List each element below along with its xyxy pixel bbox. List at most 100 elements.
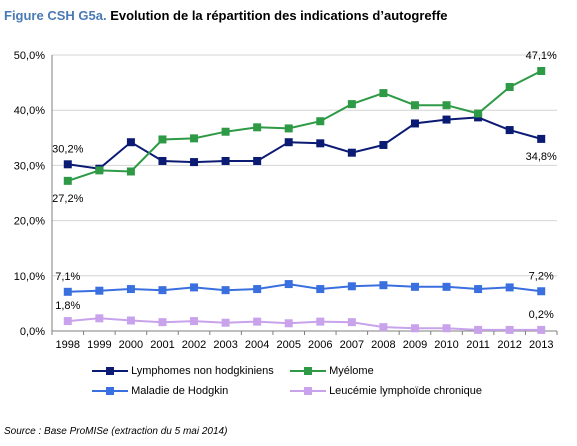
data-point [190,134,199,143]
legend-item-lymphomes: Lymphomes non hodgkiniens [92,365,274,377]
data-point [505,126,514,135]
data-point [505,83,514,92]
data-point [347,100,356,109]
data-point [347,318,356,327]
data-label: 0,2% [529,309,554,321]
legend-marker-lymphomes [92,367,128,376]
data-point [284,124,293,133]
legend-marker-hodgkin [92,387,128,396]
data-point [410,282,419,291]
figure-title-text: Evolution de la répartition des indicati… [110,8,448,23]
data-point [379,323,388,332]
chart-title: Figure CSH G5a. Evolution de la répartit… [4,8,448,23]
data-point [537,287,546,296]
data-point [284,138,293,147]
series-line-1 [67,70,542,182]
x-tick-label: 2011 [466,339,490,351]
data-point [316,317,325,326]
legend-item-myelome: Myélome [290,365,374,377]
legend-marker-llc [290,387,326,396]
x-tick-label: 2006 [308,339,332,351]
data-point [442,115,451,124]
x-tick-label: 2009 [403,339,427,351]
legend-marker-myelome [290,367,326,376]
data-point [190,158,199,167]
x-tick-label: 2004 [245,339,269,351]
data-label: 30,2% [52,143,83,155]
data-point [316,285,325,294]
data-point [442,324,451,333]
x-tick-label: 1998 [56,339,80,351]
data-label: 27,2% [52,193,83,205]
series-line-2 [67,283,542,293]
data-point [474,109,483,118]
data-point [253,285,262,294]
data-point [221,127,230,136]
data-point [221,286,230,295]
data-point [158,135,167,144]
data-point [190,317,199,326]
data-label: 7,1% [55,271,80,283]
source-note: Source : Base ProMISe (extraction du 5 m… [4,426,228,437]
data-point [442,282,451,291]
data-point [253,156,262,165]
x-tick-label: 1999 [87,339,111,351]
y-tick-label: 30,0% [14,160,45,172]
data-point [221,156,230,165]
y-tick-label: 20,0% [14,216,45,228]
data-point [379,140,388,149]
data-point [505,283,514,292]
x-tick-label: 2012 [497,339,521,351]
data-label: 1,8% [55,300,80,312]
data-point [253,123,262,132]
x-tick-label: 2007 [340,339,364,351]
data-point [63,176,72,185]
data-point [253,317,262,326]
data-point [221,318,230,327]
data-point [158,318,167,327]
x-tick-label: 2013 [529,339,553,351]
data-point [63,317,72,326]
legend-label-lymphomes: Lymphomes non hodgkiniens [131,365,274,377]
x-tick-label: 2010 [434,339,458,351]
data-point [190,283,199,292]
data-point [474,285,483,294]
data-label: 34,8% [526,151,557,163]
data-point [347,148,356,157]
legend-label-myelome: Myélome [329,365,374,377]
data-point [284,319,293,328]
legend-label-llc: Leucémie lymphoïde chronique [329,385,482,397]
data-label: 7,2% [529,270,554,282]
x-tick-label: 2000 [119,339,143,351]
data-point [410,101,419,110]
y-tick-label: 50,0% [14,50,45,62]
x-tick-label: 2003 [213,339,237,351]
data-point [379,89,388,98]
y-tick-label: 10,0% [14,271,45,283]
figure-label: Figure CSH G5a. [4,8,107,23]
data-point [347,282,356,291]
data-point [316,117,325,126]
data-label: 47,1% [526,50,557,62]
data-point [537,67,546,76]
data-point [126,285,135,294]
data-point [126,167,135,176]
data-point [410,119,419,128]
x-tick-label: 2002 [182,339,206,351]
data-point [474,325,483,334]
data-point [505,325,514,334]
data-point [95,166,104,175]
data-point [126,138,135,147]
legend-label-hodgkin: Maladie de Hodgkin [131,385,229,397]
legend-item-hodgkin: Maladie de Hodgkin [92,385,228,397]
data-point [316,139,325,148]
legend-item-llc: Leucémie lymphoïde chronique [290,385,482,397]
data-point [63,160,72,169]
data-point [410,324,419,333]
data-point [158,286,167,295]
data-point [95,314,104,323]
y-tick-label: 0,0% [20,326,45,338]
x-tick-label: 2005 [276,339,300,351]
y-tick-label: 40,0% [14,105,45,117]
